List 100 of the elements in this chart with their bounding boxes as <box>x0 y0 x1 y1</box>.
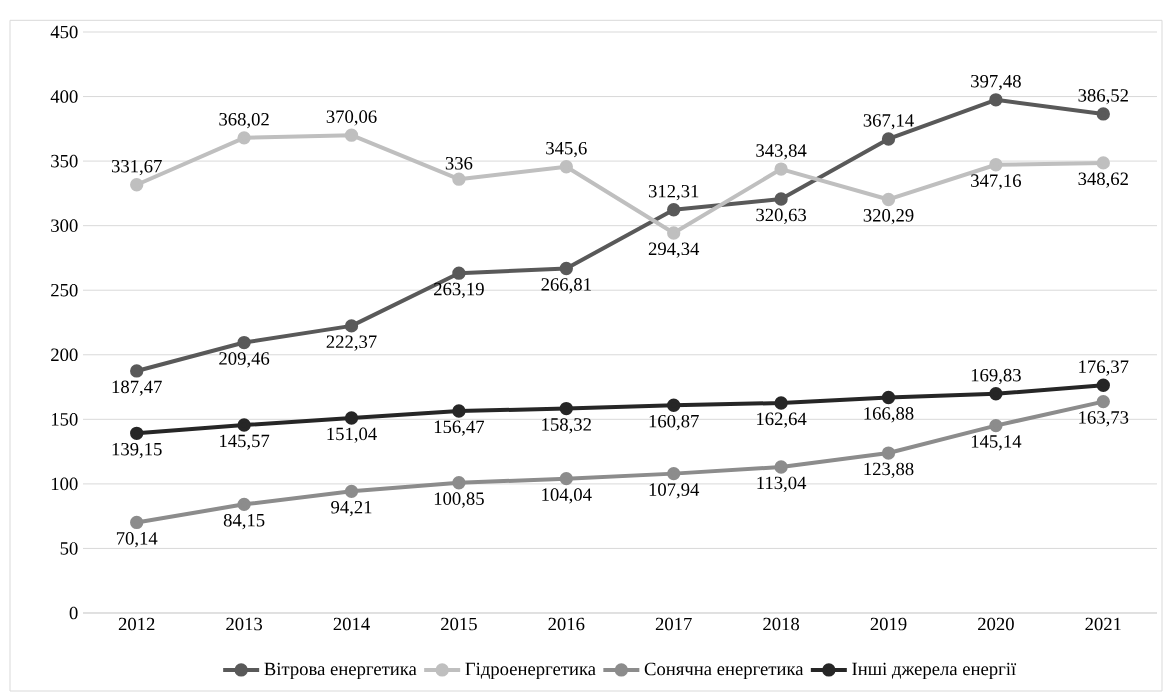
data-label: 397,48 <box>971 74 1021 91</box>
x-tick-label: 2018 <box>763 617 800 631</box>
data-label: 107,94 <box>649 483 700 499</box>
data-label: 145,14 <box>971 435 1022 451</box>
point <box>1096 394 1110 409</box>
point <box>1096 107 1110 121</box>
point <box>452 476 466 490</box>
data-label: 343,84 <box>756 144 807 160</box>
point <box>237 418 251 432</box>
y-tick-label: 450 <box>50 25 78 39</box>
point <box>881 390 896 405</box>
x-tick-label: 2020 <box>978 617 1014 631</box>
data-label: 160,87 <box>649 414 699 431</box>
y-tick-label: 50 <box>60 542 78 555</box>
data-label: 123,88 <box>864 462 914 478</box>
point <box>774 162 788 176</box>
y-tick-label: 150 <box>51 413 78 426</box>
data-label: 336 <box>445 157 473 170</box>
x-tick-label: 2012 <box>118 617 155 631</box>
data-label: 145,57 <box>220 434 270 450</box>
point <box>237 497 251 512</box>
point <box>452 172 466 186</box>
y-tick-label: 300 <box>51 219 78 232</box>
data-label: 348,62 <box>1078 172 1128 188</box>
data-label: 104,04 <box>542 488 592 504</box>
data-label: 84,15 <box>223 513 265 530</box>
data-label: 166,88 <box>864 407 914 423</box>
x-tick-label: 2014 <box>333 617 370 631</box>
data-label: 113,04 <box>757 476 807 492</box>
point <box>774 192 788 206</box>
point <box>881 132 896 146</box>
y-tick-label: 200 <box>51 348 78 362</box>
data-label: 176,37 <box>1079 360 1129 376</box>
data-label: 169,83 <box>971 368 1021 385</box>
data-label: 70,14 <box>116 532 158 548</box>
point <box>989 158 1003 172</box>
point <box>344 128 359 142</box>
data-label: 263,19 <box>434 282 484 299</box>
data-label: 347,16 <box>971 174 1022 190</box>
y-tick-label: 400 <box>50 90 78 103</box>
y-tick-label: 100 <box>51 477 78 491</box>
y-tick-label: 250 <box>51 283 78 297</box>
point <box>130 178 144 192</box>
point <box>881 192 896 207</box>
x-tick-label: 2021 <box>1085 617 1121 631</box>
point <box>344 319 359 333</box>
point <box>237 335 251 350</box>
data-label: 367,14 <box>863 114 914 130</box>
data-label: 151,04 <box>327 427 377 443</box>
data-label: 162,64 <box>757 412 807 428</box>
data-label: 94,21 <box>331 500 372 517</box>
point <box>667 398 681 412</box>
data-label: 158,32 <box>542 418 591 434</box>
data-label: 294,34 <box>648 242 700 258</box>
data-label: 156,47 <box>434 420 485 436</box>
data-label: 368,02 <box>219 112 269 129</box>
point <box>1096 378 1110 392</box>
legend-label: Гідроенергетика <box>465 662 596 680</box>
x-tick-label: 2019 <box>870 617 907 631</box>
point <box>989 93 1003 107</box>
x-tick-label: 2017 <box>655 617 692 631</box>
point <box>559 472 573 486</box>
point <box>559 261 573 276</box>
point <box>130 364 144 378</box>
legend-label: Інші джерела енергії <box>852 662 1017 680</box>
point <box>452 266 466 280</box>
point <box>989 418 1003 433</box>
data-label: 209,46 <box>219 352 270 368</box>
x-tick-label: 2016 <box>548 617 585 631</box>
data-label: 312,31 <box>648 184 699 201</box>
point <box>559 160 573 174</box>
data-label: 163,73 <box>1079 411 1129 427</box>
data-label: 266,81 <box>541 278 591 294</box>
point <box>559 401 573 416</box>
point <box>667 203 681 217</box>
point <box>344 484 359 499</box>
y-tick-label: 350 <box>51 154 78 168</box>
point <box>452 404 466 418</box>
point <box>774 460 788 474</box>
x-tick-label: 2015 <box>441 617 477 631</box>
point <box>1096 156 1110 170</box>
data-label: 331,67 <box>111 159 162 176</box>
point <box>989 387 1003 401</box>
data-label: 187,47 <box>112 380 162 396</box>
point <box>344 411 359 425</box>
point <box>774 396 788 410</box>
point <box>130 515 144 530</box>
point <box>667 226 681 240</box>
x-tick-label: 2013 <box>226 617 263 631</box>
point <box>237 131 251 145</box>
legend-label: Вітрова енергетика <box>264 662 417 680</box>
data-label: 345,6 <box>546 141 587 158</box>
data-label: 320,29 <box>863 209 914 225</box>
data-label: 139,15 <box>112 442 162 459</box>
point <box>130 426 144 440</box>
y-tick-label: 0 <box>69 606 78 620</box>
data-label: 370,06 <box>326 110 377 126</box>
data-label: 386,52 <box>1078 89 1128 105</box>
data-label: 100,85 <box>434 492 484 508</box>
data-label: 320,63 <box>756 208 807 224</box>
